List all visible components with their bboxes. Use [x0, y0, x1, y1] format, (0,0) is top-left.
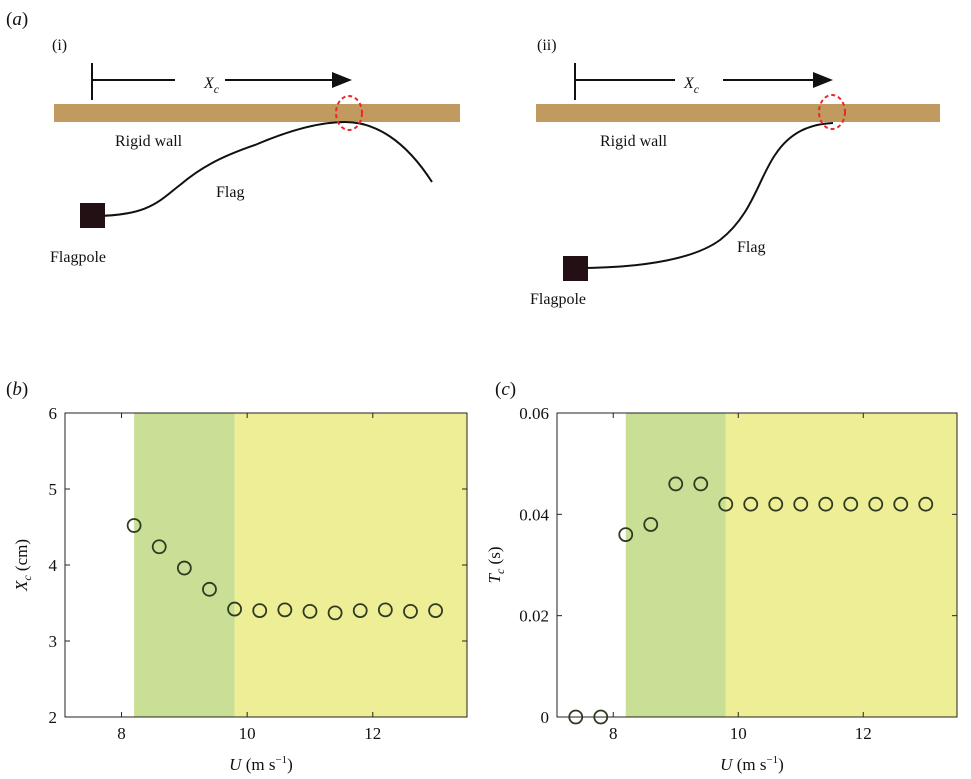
data-point	[227, 601, 242, 617]
panel-b-label: (b)	[6, 379, 28, 400]
data-point	[893, 496, 909, 512]
y-tick-label: 0	[541, 708, 550, 727]
flagpole-ii	[563, 256, 588, 281]
rigid-wall-label-ii: Rigid wall	[600, 133, 668, 150]
y-tick-label: 0.02	[519, 607, 549, 626]
data-point	[302, 603, 318, 619]
y-tick-label: 0.06	[519, 404, 549, 423]
rigid-wall-i	[54, 104, 460, 122]
data-point	[568, 709, 584, 725]
flag-label-i: Flag	[216, 184, 244, 201]
y-tick-label: 6	[49, 404, 58, 423]
data-point	[818, 496, 834, 512]
schematic-i-label: (i)	[52, 37, 67, 54]
panel-c-label: (c)	[495, 379, 516, 400]
data-point	[593, 709, 609, 725]
data-point	[718, 496, 734, 512]
flag-curve-i	[92, 120, 433, 217]
y-axis-label: Xc (cm)	[12, 539, 34, 592]
xc-label-ii: Xc	[683, 75, 700, 96]
chart-b: (b) 8 10 12 2 3 4 5 6 U (m s−1) Xc (cm)	[6, 379, 468, 774]
chart-c: (c) 8 10 12 0 0.02 0.04 0.06 U (m s−1) Tc (s)	[485, 379, 958, 774]
contact-point-i	[335, 95, 363, 131]
x-axis-label: U (m s−1)	[720, 754, 784, 774]
data-point	[352, 603, 368, 618]
data-point	[693, 476, 709, 492]
flagpole-label-ii: Flagpole	[530, 291, 586, 308]
flagpole-i	[80, 203, 105, 228]
data-point	[428, 603, 443, 618]
xc-label-bg-ii	[675, 68, 723, 98]
data-points	[568, 476, 934, 725]
data-point	[403, 603, 418, 619]
data-point	[868, 496, 884, 512]
x-tick-label: 8	[117, 724, 126, 743]
axes-frame	[64, 412, 468, 718]
schematic-ii: (ii) Xc Rigid wall Flag Flagpole	[530, 37, 940, 308]
regime-regions	[625, 413, 957, 717]
schematic-i: (i) Xc Rigid wall Flag Flagpole	[50, 37, 460, 266]
x-tick-label: 12	[855, 724, 872, 743]
schematic-ii-label: (ii)	[537, 37, 557, 54]
flagpole-label-i: Flagpole	[50, 249, 106, 266]
xc-label-bg-i	[175, 68, 225, 98]
data-point	[202, 581, 217, 597]
rigid-wall-ii	[536, 104, 940, 122]
data-point	[793, 496, 809, 512]
data-point	[743, 496, 759, 512]
regime-regions	[134, 413, 467, 717]
x-tick-label: 8	[609, 724, 618, 743]
data-points	[126, 518, 443, 621]
y-tick-label: 4	[49, 556, 58, 575]
rigid-wall-label-i: Rigid wall	[115, 133, 183, 150]
axis-ticks: 8 10 12 0 0.02 0.04 0.06	[519, 404, 957, 743]
data-point	[277, 602, 293, 618]
flag-label-ii: Flag	[737, 239, 765, 256]
data-point	[843, 496, 859, 512]
y-tick-label: 3	[49, 632, 58, 651]
panel-a-label: (a)	[6, 9, 28, 30]
xc-arrow-head-i	[332, 72, 352, 88]
contact-point-ii	[818, 94, 846, 130]
data-point	[176, 560, 192, 576]
x-axis-label: U (m s−1)	[229, 754, 293, 774]
axes-frame	[556, 412, 958, 718]
data-point	[768, 496, 784, 512]
data-point	[377, 602, 393, 618]
data-point	[918, 496, 934, 512]
y-tick-label: 0.04	[519, 505, 549, 524]
data-point	[643, 517, 659, 532]
y-axis-label: Tc (s)	[485, 547, 507, 584]
xc-arrow-head-ii	[813, 72, 833, 88]
regime-region-1	[134, 413, 235, 717]
regime-region-1	[625, 413, 726, 717]
data-point	[618, 527, 634, 542]
y-tick-label: 2	[49, 708, 58, 727]
y-tick-label: 5	[49, 480, 58, 499]
axis-ticks: 8 10 12 2 3 4 5 6	[49, 404, 467, 743]
data-point	[126, 518, 142, 533]
x-tick-label: 12	[364, 724, 381, 743]
flag-curve-ii	[575, 122, 834, 269]
x-tick-label: 10	[730, 724, 747, 743]
data-point	[668, 476, 684, 492]
data-point	[252, 603, 268, 618]
regime-region-2	[725, 413, 957, 717]
xc-label-i: Xc	[203, 75, 220, 96]
regime-region-2	[234, 413, 467, 717]
data-point	[327, 605, 343, 621]
data-point	[151, 539, 167, 555]
x-tick-label: 10	[239, 724, 256, 743]
